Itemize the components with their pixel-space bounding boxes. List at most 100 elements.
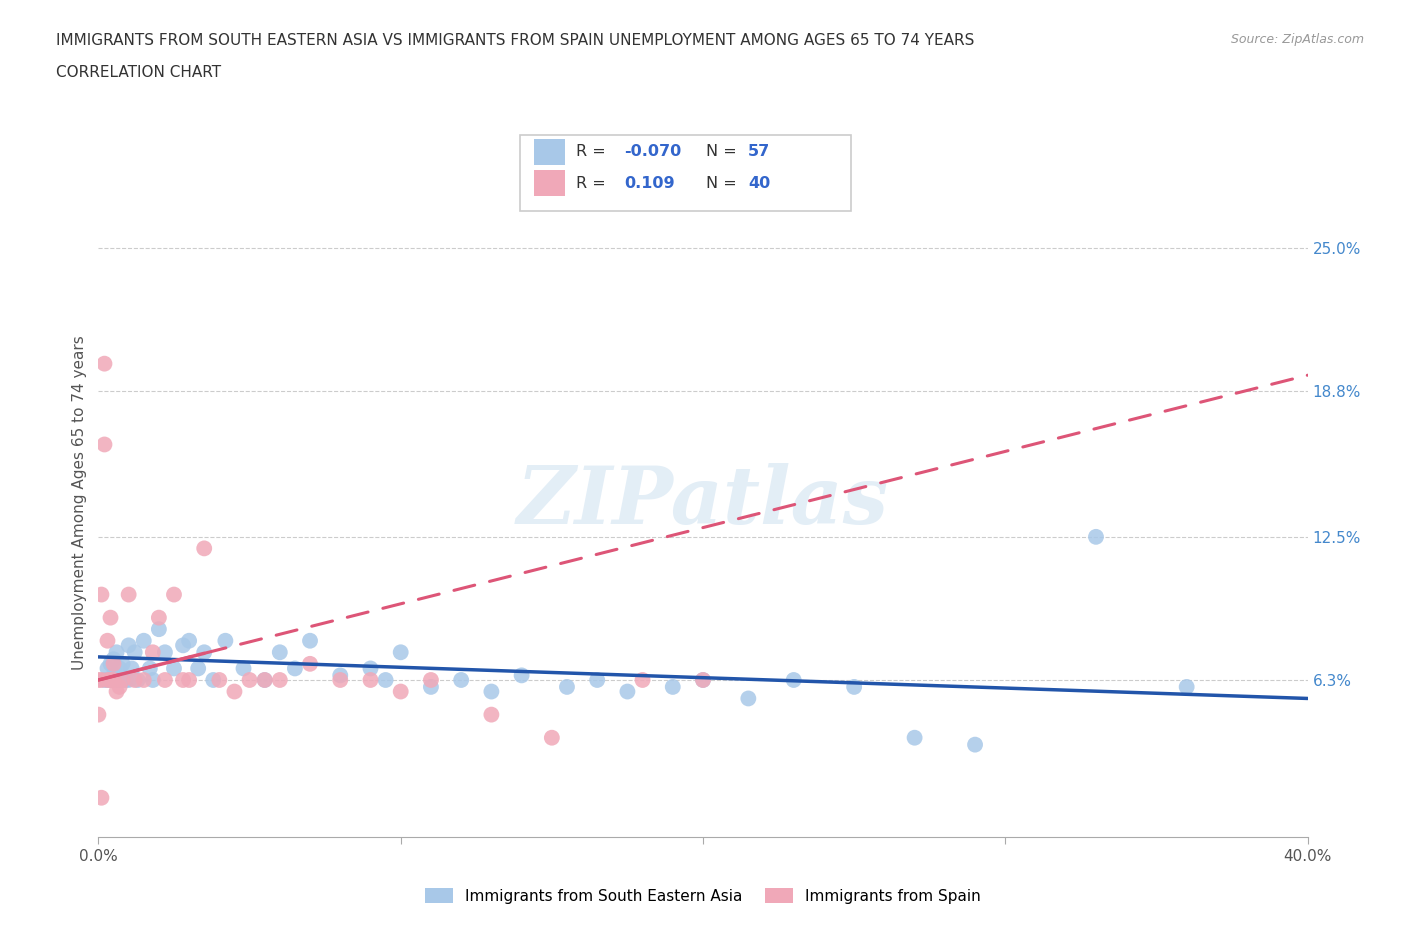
Text: R =: R =	[576, 144, 612, 159]
Point	[87, 672, 110, 687]
Point	[420, 680, 443, 695]
Text: Source: ZipAtlas.com: Source: ZipAtlas.com	[1230, 33, 1364, 46]
Point	[111, 672, 134, 687]
Point	[103, 657, 125, 671]
Point	[1175, 680, 1198, 695]
Point	[153, 672, 176, 687]
Point	[193, 541, 215, 556]
Point	[139, 661, 162, 676]
Point	[269, 672, 291, 687]
Point	[179, 672, 201, 687]
Point	[631, 672, 654, 687]
Legend: Immigrants from South Eastern Asia, Immigrants from Spain: Immigrants from South Eastern Asia, Immi…	[419, 882, 987, 910]
Point	[965, 737, 987, 752]
Point	[737, 691, 759, 706]
Text: N =: N =	[706, 176, 742, 191]
Point	[299, 633, 322, 648]
Point	[329, 668, 352, 683]
Point	[163, 587, 186, 602]
Text: 40: 40	[748, 176, 770, 191]
Point	[100, 610, 122, 625]
Text: N =: N =	[706, 144, 742, 159]
Point	[253, 672, 276, 687]
Point	[114, 672, 136, 687]
Point	[124, 672, 146, 687]
Point	[108, 672, 131, 687]
Point	[510, 668, 533, 683]
Point	[224, 684, 246, 699]
Point	[103, 672, 125, 687]
Text: IMMIGRANTS FROM SOUTH EASTERN ASIA VS IMMIGRANTS FROM SPAIN UNEMPLOYMENT AMONG A: IMMIGRANTS FROM SOUTH EASTERN ASIA VS IM…	[56, 33, 974, 47]
Point	[90, 790, 112, 805]
Point	[163, 661, 186, 676]
Point	[187, 661, 209, 676]
Point	[103, 668, 125, 683]
Point	[555, 680, 578, 695]
Point	[118, 587, 141, 602]
Point	[904, 730, 927, 745]
Point	[662, 680, 685, 695]
Point	[692, 672, 714, 687]
Point	[148, 610, 170, 625]
Point	[100, 672, 122, 687]
Point	[374, 672, 396, 687]
Point	[208, 672, 231, 687]
Point	[232, 661, 254, 676]
Point	[103, 652, 125, 667]
Text: ZIPatlas: ZIPatlas	[517, 463, 889, 541]
Point	[153, 644, 176, 659]
Point	[90, 587, 112, 602]
Point	[132, 672, 155, 687]
Point	[108, 680, 131, 695]
Point	[783, 672, 806, 687]
Point	[96, 672, 118, 687]
Point	[193, 644, 215, 659]
Point	[96, 661, 118, 676]
Point	[142, 644, 165, 659]
Point	[299, 657, 322, 671]
Point	[96, 672, 118, 687]
Point	[450, 672, 472, 687]
Point	[172, 672, 194, 687]
Text: -0.070: -0.070	[624, 144, 682, 159]
Point	[121, 661, 143, 676]
Point	[389, 644, 412, 659]
Point	[148, 622, 170, 637]
Text: 0.109: 0.109	[624, 176, 675, 191]
Y-axis label: Unemployment Among Ages 65 to 74 years: Unemployment Among Ages 65 to 74 years	[72, 335, 87, 670]
Point	[93, 437, 115, 452]
Point	[253, 672, 276, 687]
Point	[420, 672, 443, 687]
Point	[93, 356, 115, 371]
Point	[124, 644, 146, 659]
Point	[214, 633, 236, 648]
Point	[1085, 529, 1108, 544]
Point	[127, 672, 149, 687]
Point	[96, 633, 118, 648]
Point	[111, 672, 134, 687]
Text: R =: R =	[576, 176, 612, 191]
Point	[586, 672, 609, 687]
Point	[87, 707, 110, 722]
Point	[142, 672, 165, 687]
Point	[239, 672, 262, 687]
Point	[360, 672, 382, 687]
Text: 57: 57	[748, 144, 770, 159]
Point	[105, 672, 128, 687]
Point	[329, 672, 352, 687]
Point	[844, 680, 866, 695]
Point	[481, 684, 503, 699]
Point	[132, 633, 155, 648]
Point	[118, 638, 141, 653]
Point	[284, 661, 307, 676]
Point	[105, 684, 128, 699]
Point	[616, 684, 638, 699]
Point	[111, 657, 134, 671]
Point	[90, 672, 112, 687]
Point	[118, 672, 141, 687]
Point	[692, 672, 714, 687]
Point	[179, 633, 201, 648]
Point	[481, 707, 503, 722]
Point	[93, 672, 115, 687]
Point	[172, 638, 194, 653]
